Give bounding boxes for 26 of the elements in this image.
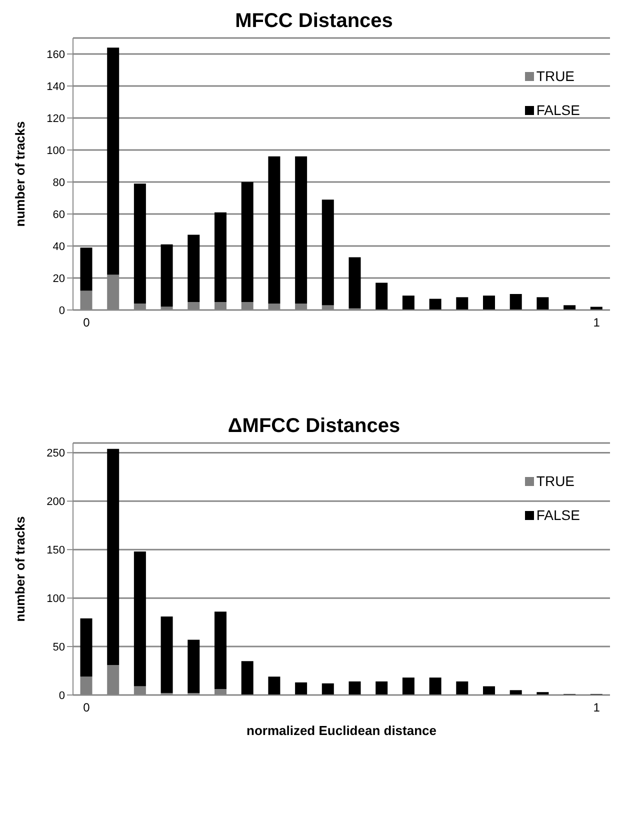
y-tick-label: 150 xyxy=(46,544,65,557)
y-tick-label: 60 xyxy=(52,208,65,221)
y-tick-label: 160 xyxy=(46,48,65,61)
x-tick-label: 1 xyxy=(593,700,600,715)
y-tick-label: 0 xyxy=(58,304,65,317)
y-tick-label: 20 xyxy=(52,272,65,285)
x-axis-title: normalized Euclidean distance xyxy=(246,723,436,738)
y-tick-label: 50 xyxy=(52,641,65,654)
y-tick-label: 120 xyxy=(46,112,65,125)
chart-title: ΔMFCC Distances xyxy=(226,415,402,438)
chart-title: MFCC Distances xyxy=(234,10,394,33)
y-tick-label: 0 xyxy=(58,690,65,702)
y-tick-label: 100 xyxy=(46,592,65,605)
y-tick-label: 200 xyxy=(46,496,65,508)
legend-label: FALSE xyxy=(536,102,580,118)
y-tick-label: 80 xyxy=(52,176,65,189)
y-tick-label: 250 xyxy=(46,448,65,460)
legend-label: TRUE xyxy=(536,473,575,489)
y-tick-label: 40 xyxy=(52,240,65,253)
y-axis-title: number of tracks xyxy=(12,121,28,227)
y-tick-label: 140 xyxy=(46,80,65,93)
legend-label: TRUE xyxy=(536,68,575,84)
x-tick-label: 1 xyxy=(593,316,600,330)
y-tick-label: 100 xyxy=(46,144,65,157)
y-axis-title: number of tracks xyxy=(12,516,28,622)
legend-label: FALSE xyxy=(536,507,580,523)
